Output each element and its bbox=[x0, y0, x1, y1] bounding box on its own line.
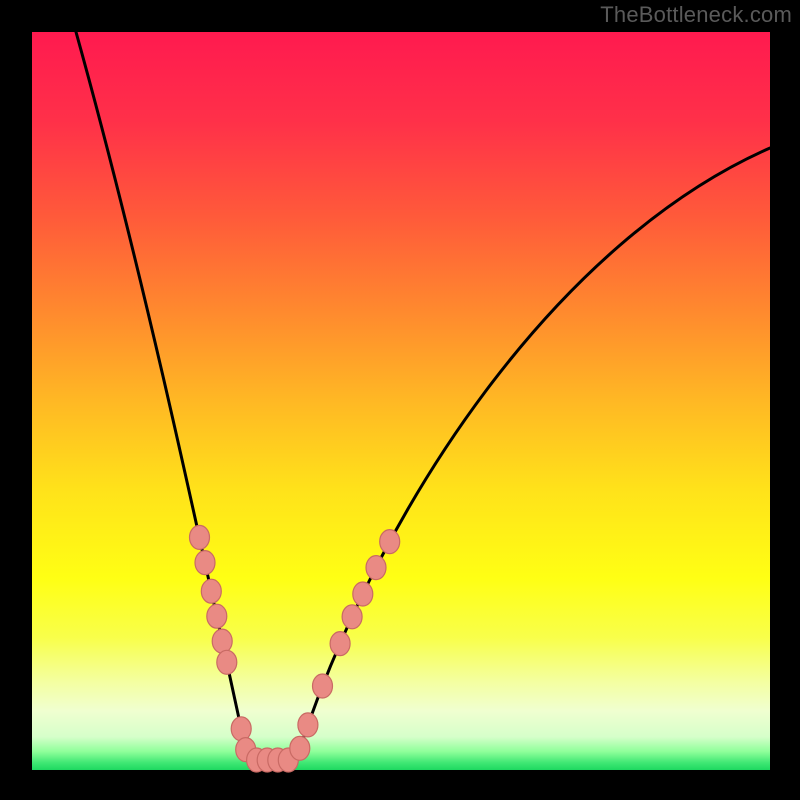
data-marker bbox=[195, 551, 215, 575]
data-marker bbox=[190, 525, 210, 549]
data-marker bbox=[330, 632, 350, 656]
marker-group bbox=[190, 525, 400, 772]
data-marker bbox=[212, 629, 232, 653]
data-marker bbox=[353, 582, 373, 606]
data-marker bbox=[201, 579, 221, 603]
data-marker bbox=[342, 605, 362, 629]
curve-layer bbox=[0, 0, 800, 800]
bottleneck-curve bbox=[76, 32, 770, 760]
data-marker bbox=[366, 556, 386, 580]
data-marker bbox=[217, 650, 237, 674]
data-marker bbox=[380, 530, 400, 554]
data-marker bbox=[298, 713, 318, 737]
plot-area bbox=[32, 32, 770, 770]
data-marker bbox=[313, 674, 333, 698]
watermark-text: TheBottleneck.com bbox=[600, 2, 792, 28]
data-marker bbox=[207, 604, 227, 628]
data-marker bbox=[290, 736, 310, 760]
data-marker bbox=[231, 717, 251, 741]
